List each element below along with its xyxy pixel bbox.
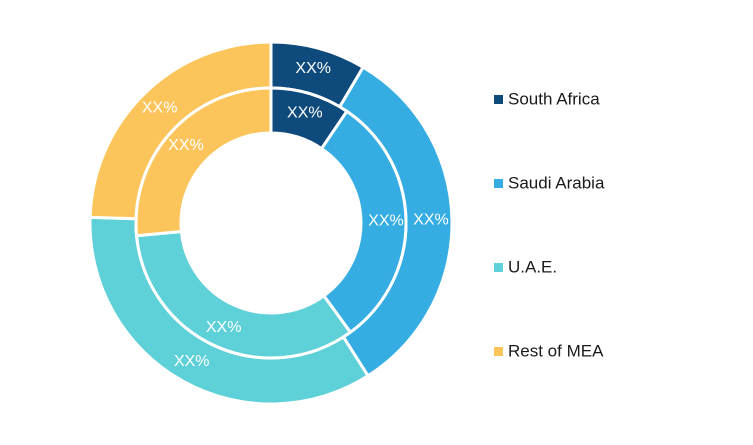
inner-ring-slice-u-a-e [134,229,353,360]
legend-swatch-saudi-arabia [494,179,503,188]
legend-swatch-u-a-e [494,263,503,272]
legend-label-south-africa: South Africa [508,89,600,108]
inner-ring-slice-rest-of-mea [134,86,273,238]
outer-ring-label-saudi-arabia: XX% [413,212,449,229]
inner-ring-slice-saudi-arabia [319,109,408,335]
legend: South Africa Saudi Arabia U.A.E. Rest of ME… [494,89,605,360]
inner-ring-label-u-a-e: XX% [206,319,242,336]
donut-segments [88,40,454,406]
inner-ring-label-saudi-arabia: XX% [368,212,404,229]
legend-swatch-south-africa [494,95,503,104]
inner-ring-label-rest-of-mea: XX% [168,137,204,154]
outer-ring-label-rest-of-mea: XX% [142,99,178,116]
outer-ring-label-u-a-e: XX% [174,353,210,370]
donut-slice-labels: XX% XX% XX% XX% XX% XX% XX% XX% [142,60,449,370]
legend-swatch-rest-of-mea [494,347,503,356]
outer-ring-label-south-africa: XX% [295,60,331,77]
legend-label-rest-of-mea: Rest of MEA [508,341,604,360]
legend-label-saudi-arabia: Saudi Arabia [508,173,605,192]
legend-label-u-a-e: U.A.E. [508,257,557,276]
inner-ring-label-south-africa: XX% [287,104,323,121]
